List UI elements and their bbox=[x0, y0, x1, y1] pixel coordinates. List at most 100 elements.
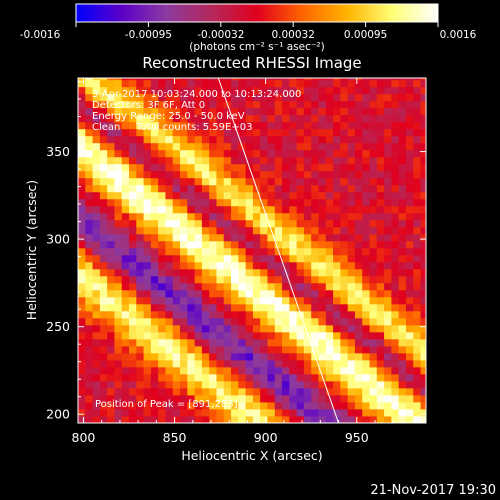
heatmap-cell bbox=[245, 240, 254, 249]
heatmap-cell bbox=[209, 275, 217, 284]
heatmap-cell bbox=[384, 93, 392, 102]
x-tick-label: 850 bbox=[163, 430, 187, 445]
heatmap-cell bbox=[158, 163, 166, 172]
heatmap-cell bbox=[325, 205, 334, 214]
heatmap-cell bbox=[376, 324, 385, 333]
heatmap-cell bbox=[129, 114, 137, 123]
heatmap-cell bbox=[347, 114, 356, 123]
heatmap-cell bbox=[172, 324, 181, 333]
heatmap-cell bbox=[172, 345, 181, 354]
heatmap-cell bbox=[121, 366, 130, 375]
heatmap-cell bbox=[282, 191, 290, 200]
heatmap-cell bbox=[354, 198, 363, 207]
heatmap-cell bbox=[420, 128, 426, 137]
heatmap-cell bbox=[420, 303, 426, 312]
heatmap-cell bbox=[92, 212, 101, 221]
heatmap-cell bbox=[172, 79, 181, 88]
heatmap-cell bbox=[340, 352, 349, 361]
heatmap-cell bbox=[231, 408, 239, 417]
heatmap-cell bbox=[252, 303, 261, 312]
heatmap-cell bbox=[121, 282, 130, 291]
heatmap-cell bbox=[362, 226, 370, 235]
heatmap-cell bbox=[143, 93, 152, 102]
heatmap-cell bbox=[405, 338, 414, 347]
heatmap-cell bbox=[398, 282, 407, 291]
heatmap-cell bbox=[413, 387, 421, 396]
heatmap-cell bbox=[209, 289, 217, 298]
heatmap-cell bbox=[260, 394, 268, 403]
heatmap-cell bbox=[158, 107, 166, 116]
heatmap-cell bbox=[274, 163, 283, 172]
heatmap-cell bbox=[303, 324, 312, 333]
heatmap-cell bbox=[150, 317, 159, 326]
heatmap-cell bbox=[238, 170, 247, 179]
heatmap-cell bbox=[107, 205, 115, 214]
heatmap-cell bbox=[398, 177, 407, 186]
heatmap-cell bbox=[223, 184, 232, 193]
heatmap-cell bbox=[362, 233, 370, 242]
heatmap-cell bbox=[85, 128, 93, 137]
heatmap-cell bbox=[252, 296, 261, 305]
heatmap-cell bbox=[216, 338, 225, 347]
heatmap-cell bbox=[340, 212, 349, 221]
heatmap-cell bbox=[114, 191, 123, 200]
heatmap-cell bbox=[216, 289, 225, 298]
heatmap-cell bbox=[282, 219, 290, 228]
heatmap-cell bbox=[267, 408, 276, 417]
heatmap-cell bbox=[303, 212, 312, 221]
heatmap-cell bbox=[201, 142, 210, 151]
heatmap-cell bbox=[187, 205, 196, 214]
heatmap-cell bbox=[114, 352, 123, 361]
heatmap-cell bbox=[340, 184, 349, 193]
heatmap-cell bbox=[340, 268, 349, 277]
heatmap-cell bbox=[201, 163, 210, 172]
heatmap-cell bbox=[384, 170, 392, 179]
heatmap-cell bbox=[362, 282, 370, 291]
heatmap-cell bbox=[296, 226, 305, 235]
heatmap-cell bbox=[92, 177, 101, 186]
heatmap-cell bbox=[180, 268, 188, 277]
heatmap-cell bbox=[391, 303, 400, 312]
heatmap-cell bbox=[216, 128, 225, 137]
heatmap-cell bbox=[369, 191, 378, 200]
heatmap-cell bbox=[92, 338, 101, 347]
heatmap-cell bbox=[354, 352, 363, 361]
heatmap-cell bbox=[318, 156, 327, 165]
heatmap-cell bbox=[238, 401, 247, 410]
heatmap-cell bbox=[165, 352, 174, 361]
heatmap-cell bbox=[114, 366, 123, 375]
heatmap-cell bbox=[282, 296, 290, 305]
heatmap-cell bbox=[347, 156, 356, 165]
heatmap-cell bbox=[114, 254, 123, 263]
heatmap-cell bbox=[267, 205, 276, 214]
heatmap-cell bbox=[238, 373, 247, 382]
heatmap-cell bbox=[274, 121, 283, 130]
heatmap-cell bbox=[136, 415, 144, 423]
heatmap-cell bbox=[158, 205, 166, 214]
heatmap-cell bbox=[107, 226, 115, 235]
heatmap-cell bbox=[398, 247, 407, 256]
heatmap-cell bbox=[376, 86, 385, 95]
heatmap-cell bbox=[245, 345, 254, 354]
heatmap-cell bbox=[252, 254, 261, 263]
heatmap-cell bbox=[325, 282, 334, 291]
heatmap-cell bbox=[150, 219, 159, 228]
heatmap-cell bbox=[311, 303, 319, 312]
heatmap-cell bbox=[260, 408, 268, 417]
heatmap-cell bbox=[150, 233, 159, 242]
heatmap-cell bbox=[354, 345, 363, 354]
heatmap-cell bbox=[216, 261, 225, 270]
heatmap-cell bbox=[369, 310, 378, 319]
heatmap-cell bbox=[376, 401, 385, 410]
heatmap-cell bbox=[362, 86, 370, 95]
heatmap-cell bbox=[136, 86, 144, 95]
heatmap-cell bbox=[362, 114, 370, 123]
heatmap-cell bbox=[180, 198, 188, 207]
heatmap-cell bbox=[325, 401, 334, 410]
heatmap-cell bbox=[201, 394, 210, 403]
heatmap-cell bbox=[296, 254, 305, 263]
heatmap-cell bbox=[165, 303, 174, 312]
heatmap-cell bbox=[369, 296, 378, 305]
heatmap-cell bbox=[121, 415, 130, 423]
heatmap-cell bbox=[376, 394, 385, 403]
